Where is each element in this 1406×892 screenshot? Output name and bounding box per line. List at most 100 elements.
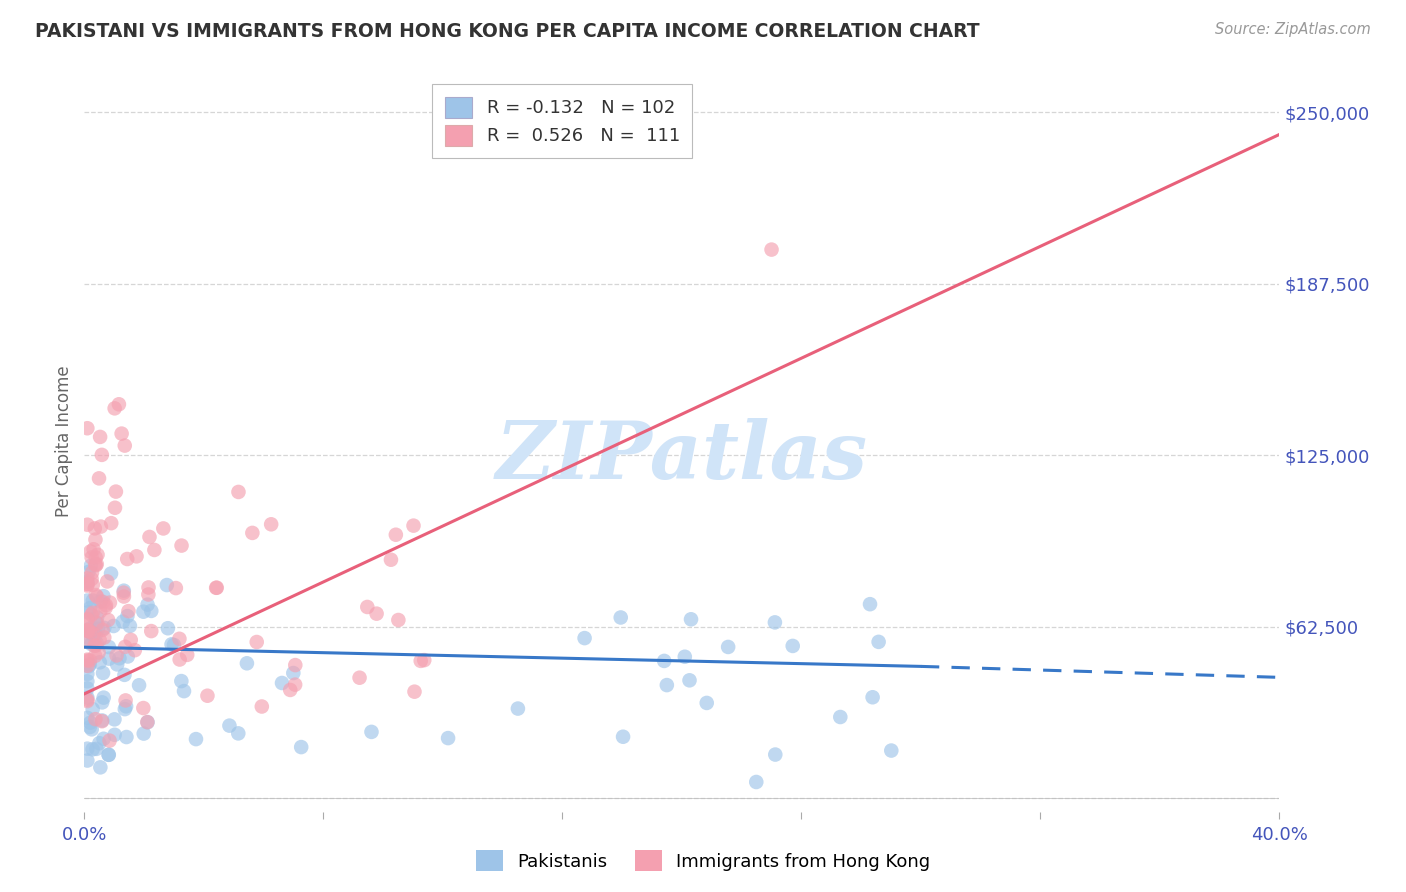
Point bbox=[98, 733, 121, 747]
Point bbox=[83, 639, 105, 653]
Point bbox=[170, 674, 193, 689]
Point bbox=[136, 715, 159, 730]
Point bbox=[197, 689, 219, 703]
Point bbox=[97, 613, 120, 627]
Point bbox=[79, 544, 101, 558]
Point bbox=[112, 583, 135, 598]
Point bbox=[118, 619, 141, 633]
Point bbox=[93, 621, 115, 635]
Point bbox=[80, 607, 103, 622]
Point bbox=[250, 699, 273, 714]
Point bbox=[380, 552, 402, 566]
Point bbox=[114, 702, 136, 716]
Point bbox=[80, 558, 103, 573]
Point bbox=[77, 565, 100, 579]
Point bbox=[76, 658, 98, 673]
Point bbox=[76, 612, 98, 626]
Point bbox=[76, 653, 98, 667]
Point bbox=[271, 676, 294, 690]
Legend: Pakistanis, Immigrants from Hong Kong: Pakistanis, Immigrants from Hong Kong bbox=[468, 843, 938, 879]
Point bbox=[136, 715, 159, 730]
Point bbox=[226, 726, 249, 740]
Point bbox=[89, 655, 111, 669]
Point bbox=[82, 702, 104, 716]
Point bbox=[104, 728, 127, 742]
Point bbox=[76, 674, 98, 689]
Point bbox=[138, 530, 160, 544]
Point bbox=[205, 581, 228, 595]
Point bbox=[160, 637, 183, 651]
Point bbox=[80, 550, 103, 565]
Y-axis label: Per Capita Income: Per Capita Income bbox=[55, 366, 73, 517]
Point bbox=[696, 696, 718, 710]
Point bbox=[290, 740, 312, 755]
Point bbox=[385, 527, 408, 541]
Point bbox=[104, 401, 127, 416]
Point bbox=[93, 631, 115, 645]
Point bbox=[132, 605, 155, 619]
Point bbox=[86, 636, 108, 650]
Point bbox=[93, 731, 115, 746]
Point bbox=[86, 590, 108, 604]
Point bbox=[82, 628, 104, 642]
Point bbox=[105, 657, 128, 672]
Point bbox=[163, 638, 186, 652]
Point bbox=[114, 668, 136, 682]
Point bbox=[76, 593, 98, 607]
Point bbox=[349, 671, 371, 685]
Point bbox=[77, 659, 100, 673]
Point bbox=[93, 589, 115, 603]
Point bbox=[169, 632, 191, 646]
Point bbox=[165, 581, 187, 595]
Point bbox=[111, 615, 134, 629]
Point bbox=[84, 615, 107, 630]
Point bbox=[94, 600, 117, 615]
Point bbox=[79, 622, 101, 636]
Point bbox=[76, 574, 98, 589]
Point bbox=[413, 653, 436, 667]
Point bbox=[86, 610, 108, 624]
Point bbox=[100, 566, 122, 581]
Point bbox=[176, 648, 198, 662]
Point bbox=[138, 581, 160, 595]
Point bbox=[652, 654, 675, 668]
Point bbox=[77, 605, 100, 619]
Point bbox=[132, 701, 155, 715]
Point bbox=[90, 448, 112, 462]
Text: Source: ZipAtlas.com: Source: ZipAtlas.com bbox=[1215, 22, 1371, 37]
Point bbox=[679, 612, 702, 626]
Point bbox=[84, 588, 107, 602]
Point bbox=[79, 653, 101, 667]
Point bbox=[763, 615, 786, 630]
Point bbox=[76, 690, 98, 705]
Point bbox=[84, 558, 107, 573]
Point bbox=[84, 639, 107, 653]
Point bbox=[89, 430, 111, 444]
Point bbox=[387, 613, 409, 627]
Point bbox=[609, 610, 631, 624]
Point bbox=[356, 599, 378, 614]
Point bbox=[284, 658, 307, 673]
Point bbox=[717, 640, 740, 654]
Point bbox=[91, 714, 114, 729]
Point bbox=[761, 243, 783, 257]
Point bbox=[115, 552, 138, 566]
Point bbox=[87, 471, 110, 485]
Point bbox=[97, 640, 120, 654]
Point bbox=[141, 624, 163, 638]
Point bbox=[678, 673, 700, 688]
Point bbox=[80, 566, 103, 580]
Point bbox=[89, 736, 111, 750]
Point bbox=[240, 525, 263, 540]
Point bbox=[76, 692, 98, 706]
Point bbox=[76, 577, 98, 591]
Point bbox=[108, 651, 131, 665]
Point bbox=[76, 579, 98, 593]
Point bbox=[117, 604, 139, 618]
Text: PAKISTANI VS IMMIGRANTS FROM HONG KONG PER CAPITA INCOME CORRELATION CHART: PAKISTANI VS IMMIGRANTS FROM HONG KONG P… bbox=[35, 22, 980, 41]
Point bbox=[93, 690, 115, 705]
Point bbox=[83, 627, 105, 641]
Point bbox=[859, 597, 882, 611]
Point bbox=[366, 607, 388, 621]
Point bbox=[84, 533, 107, 547]
